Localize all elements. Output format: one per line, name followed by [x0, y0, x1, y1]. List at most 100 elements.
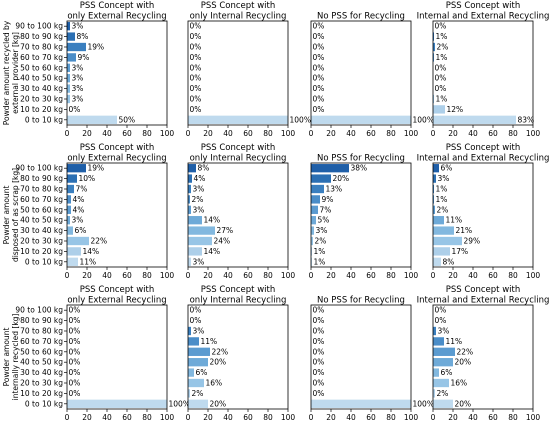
bar — [433, 236, 462, 246]
value-label: 0% — [313, 379, 325, 388]
y-tick-label: 30 to 40 kg — [20, 84, 63, 93]
x-tick-label: 80 — [386, 271, 396, 280]
y-tick-label: 20 to 30 kg — [20, 237, 63, 246]
bar — [311, 257, 312, 266]
x-tick-label: 60 — [122, 413, 132, 422]
axes-frame — [66, 20, 168, 126]
y-axis-label: Powder amount — [2, 328, 11, 387]
bar — [67, 94, 70, 104]
y-tick-label: 90 to 100 kg — [15, 22, 63, 31]
value-label: 1% — [436, 32, 448, 41]
value-label: 0% — [313, 32, 325, 41]
x-tick-label: 0 — [309, 271, 314, 280]
value-label: 0% — [313, 95, 325, 104]
x-tick-label: 40 — [223, 271, 233, 280]
bar — [67, 32, 75, 41]
value-label: 5% — [318, 216, 330, 225]
x-tick-label: 40 — [102, 413, 112, 422]
value-label: 0% — [313, 316, 325, 325]
bar — [433, 399, 453, 408]
value-label: 2% — [315, 237, 327, 246]
x-tick-label: 80 — [263, 271, 273, 280]
value-label: 3% — [438, 174, 450, 183]
bar — [188, 184, 191, 194]
y-tick-label: 90 to 100 kg — [15, 306, 63, 315]
x-tick-label: 80 — [263, 129, 273, 138]
x-tick-label: 100 — [404, 413, 419, 422]
value-label: 0% — [190, 22, 202, 31]
bar — [67, 216, 70, 225]
x-tick-label: 0 — [65, 129, 70, 138]
value-label: 3% — [72, 63, 84, 72]
x-tick-label: 100 — [160, 129, 175, 138]
bar — [311, 184, 324, 194]
bar — [433, 105, 445, 114]
x-tick-label: 80 — [508, 413, 518, 422]
x-tick-label: 40 — [223, 129, 233, 138]
y-tick-label: 50 to 60 kg — [20, 347, 63, 356]
bar — [188, 378, 204, 388]
value-label: 0% — [190, 306, 202, 315]
bar — [433, 337, 444, 346]
value-label: 11% — [446, 337, 463, 346]
value-label: 100% — [169, 399, 190, 408]
value-label: 6% — [196, 368, 208, 377]
axes-frame — [310, 304, 412, 410]
value-label: 12% — [447, 105, 464, 114]
bar — [433, 32, 434, 41]
chart-title: only Internal Recycling — [190, 154, 287, 164]
bar — [311, 399, 411, 408]
x-tick-label: 100 — [160, 413, 175, 422]
chart-title: only External Recycling — [67, 12, 166, 22]
x-tick-label: 40 — [102, 271, 112, 280]
y-tick-label: 30 to 40 kg — [20, 226, 63, 235]
value-label: 0% — [435, 306, 447, 315]
value-label: 0% — [313, 74, 325, 83]
bar — [67, 74, 70, 83]
bar — [433, 115, 516, 124]
value-label: 7% — [76, 185, 88, 194]
bar — [188, 358, 208, 367]
value-label: 2% — [192, 389, 204, 398]
chart-title: Internal and External Recycling — [417, 296, 550, 306]
bar — [311, 226, 314, 235]
axes-frame — [310, 20, 412, 126]
bar — [188, 399, 208, 408]
x-tick-label: 60 — [488, 129, 498, 138]
chart-title: PSS Concept with — [80, 1, 155, 11]
y-tick-label: 40 to 50 kg — [20, 216, 63, 225]
y-tick-label: 0 to 10 kg — [25, 115, 63, 124]
x-tick-label: 60 — [366, 413, 376, 422]
x-tick-label: 20 — [203, 271, 213, 280]
bar — [67, 226, 73, 235]
value-label: 6% — [441, 164, 453, 173]
value-label: 0% — [190, 95, 202, 104]
value-label: 3% — [193, 257, 205, 266]
value-label: 20% — [210, 399, 227, 408]
value-label: 14% — [83, 247, 100, 256]
value-label: 3% — [193, 205, 205, 214]
y-tick-label: 70 to 80 kg — [20, 327, 63, 336]
chart-title: Internal and External Recycling — [417, 12, 550, 22]
value-label: 20% — [455, 399, 472, 408]
value-label: 7% — [320, 205, 332, 214]
bar — [311, 195, 320, 204]
value-label: 0% — [190, 74, 202, 83]
x-tick-label: 100 — [526, 413, 541, 422]
value-label: 0% — [313, 43, 325, 52]
x-tick-label: 20 — [203, 413, 213, 422]
value-label: 8% — [77, 32, 89, 41]
bar — [311, 115, 411, 124]
bar — [188, 257, 191, 266]
x-tick-label: 40 — [468, 271, 478, 280]
value-label: 0% — [69, 389, 81, 398]
x-tick-label: 20 — [448, 129, 458, 138]
x-tick-label: 100 — [526, 271, 541, 280]
chart-title: PSS Concept with — [201, 143, 276, 153]
bar — [433, 378, 449, 388]
bar — [433, 326, 436, 336]
bar — [433, 247, 450, 256]
value-label: 11% — [80, 257, 97, 266]
value-label: 11% — [446, 216, 463, 225]
value-label: 0% — [69, 368, 81, 377]
